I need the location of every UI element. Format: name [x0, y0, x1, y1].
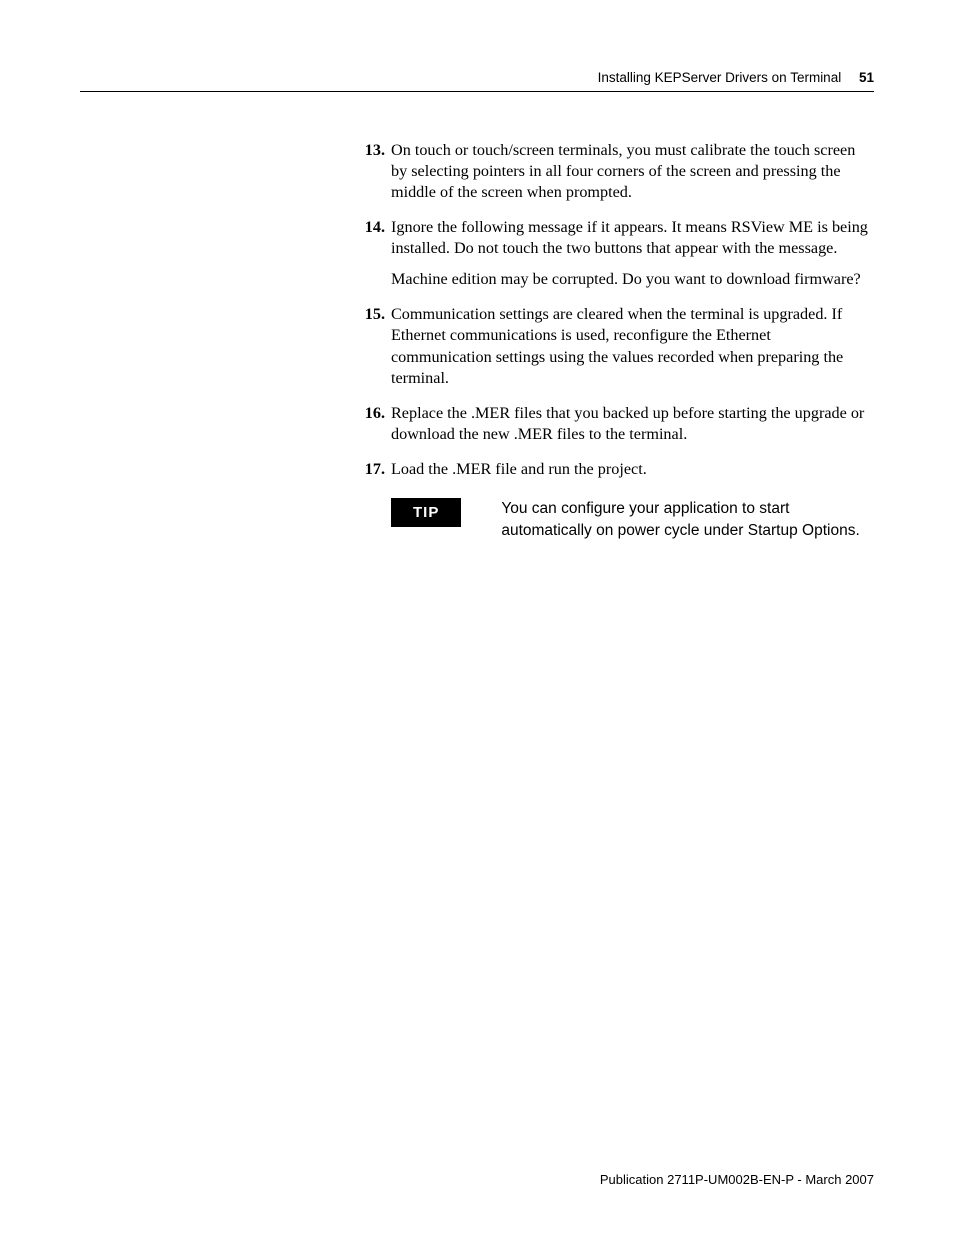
step-number: 14.	[355, 217, 385, 290]
step-number: 16.	[355, 403, 385, 445]
step-body: On touch or touch/screen terminals, you …	[391, 140, 874, 203]
step-14: 14. Ignore the following message if it a…	[355, 217, 874, 290]
step-paragraph: Load the .MER file and run the project.	[391, 459, 874, 480]
step-number: 17.	[355, 459, 385, 480]
step-16: 16. Replace the .MER files that you back…	[355, 403, 874, 445]
step-body: Replace the .MER files that you backed u…	[391, 403, 874, 445]
tip-callout: TIP You can configure your application t…	[391, 498, 874, 541]
step-paragraph: Machine edition may be corrupted. Do you…	[391, 269, 874, 290]
step-15: 15. Communication settings are cleared w…	[355, 304, 874, 388]
step-paragraph: Replace the .MER files that you backed u…	[391, 403, 874, 445]
document-page: Installing KEPServer Drivers on Terminal…	[0, 0, 954, 1235]
page-number: 51	[859, 70, 874, 85]
step-paragraph: On touch or touch/screen terminals, you …	[391, 140, 874, 203]
tip-badge: TIP	[391, 498, 461, 528]
step-number: 13.	[355, 140, 385, 203]
tip-text: You can configure your application to st…	[501, 498, 874, 541]
page-header: Installing KEPServer Drivers on Terminal…	[80, 70, 874, 92]
step-body: Ignore the following message if it appea…	[391, 217, 874, 290]
step-17: 17. Load the .MER file and run the proje…	[355, 459, 874, 480]
step-number: 15.	[355, 304, 385, 388]
step-13: 13. On touch or touch/screen terminals, …	[355, 140, 874, 203]
page-content: 13. On touch or touch/screen terminals, …	[355, 140, 874, 541]
step-paragraph: Ignore the following message if it appea…	[391, 217, 874, 259]
step-paragraph: Communication settings are cleared when …	[391, 304, 874, 388]
step-body: Load the .MER file and run the project.	[391, 459, 874, 480]
step-body: Communication settings are cleared when …	[391, 304, 874, 388]
header-title: Installing KEPServer Drivers on Terminal	[598, 70, 842, 85]
page-footer: Publication 2711P-UM002B-EN-P - March 20…	[600, 1172, 874, 1187]
